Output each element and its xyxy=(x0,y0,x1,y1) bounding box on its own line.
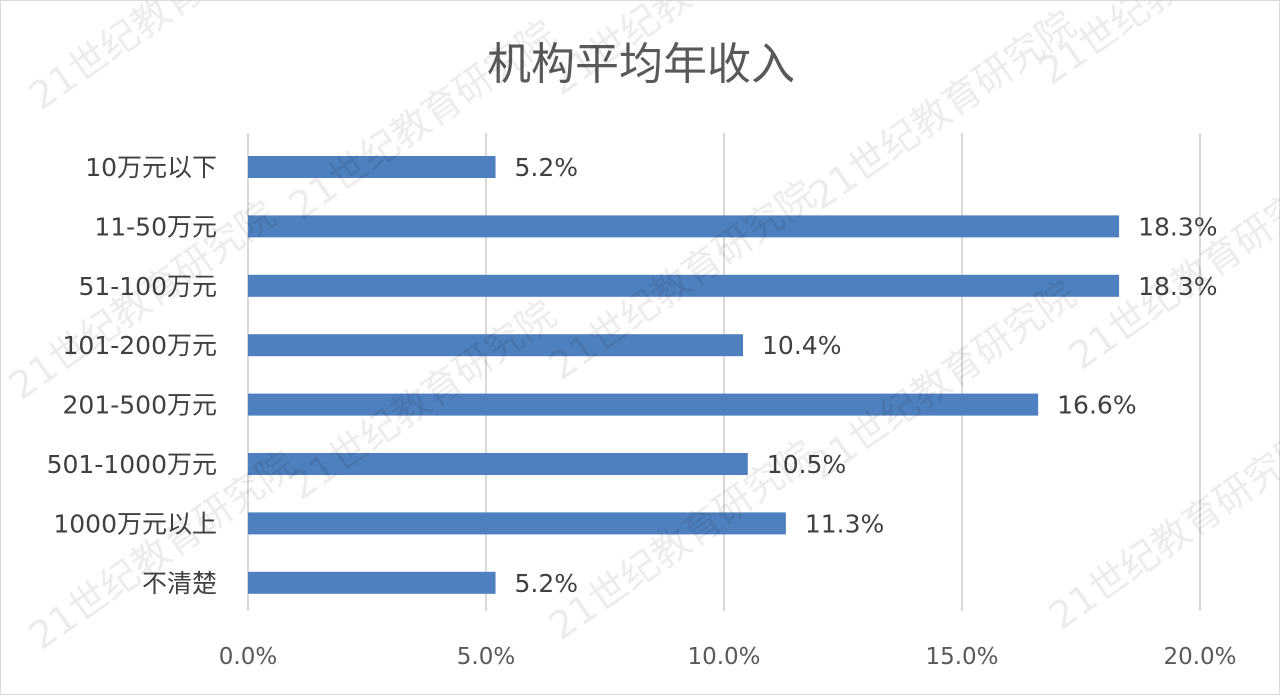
watermark: 21世纪教育研究院 xyxy=(21,1,304,118)
category-label: 1000万元以上 xyxy=(53,509,217,538)
watermark: 21世纪教育研究院 xyxy=(801,2,1084,218)
x-axis-tick-labels: 0.0% 5.0% 10.0% 15.0% 20.0% xyxy=(219,644,1237,670)
gridlines xyxy=(247,133,1201,611)
category-label: 11-50万元 xyxy=(94,212,217,241)
watermark: 21世纪教育研究院 xyxy=(801,272,1084,488)
x-tick-label: 5.0% xyxy=(457,644,515,670)
bar xyxy=(248,156,496,178)
data-labels: 5.2% 18.3% 18.3% 10.4% 16.6% 10.5% 11.3% 5.2% xyxy=(515,153,1218,598)
x-tick-label: 15.0% xyxy=(925,644,998,670)
data-label: 18.3% xyxy=(1138,272,1217,301)
bars xyxy=(248,156,1120,594)
data-label: 11.3% xyxy=(805,509,884,538)
category-label: 10万元以下 xyxy=(85,153,217,182)
watermark: 21世纪教育研究院 xyxy=(1061,162,1280,378)
data-label: 5.2% xyxy=(515,153,579,182)
bar xyxy=(248,215,1120,238)
watermark: 21世纪教育研究院 xyxy=(281,12,564,228)
data-label: 16.6% xyxy=(1057,391,1136,420)
category-label: 51-100万元 xyxy=(78,272,217,301)
watermark: 21世纪教育研究院 xyxy=(1041,422,1280,638)
category-label: 101-200万元 xyxy=(63,331,217,360)
bar xyxy=(248,334,744,357)
bar xyxy=(248,571,496,594)
data-label: 10.5% xyxy=(767,450,846,479)
x-tick-label: 10.0% xyxy=(687,644,760,670)
data-label: 5.2% xyxy=(515,569,579,598)
x-tick-label: 20.0% xyxy=(1163,644,1236,670)
bar xyxy=(248,512,786,535)
category-label: 501-1000万元 xyxy=(47,450,217,479)
bar xyxy=(248,393,1039,416)
category-labels: 10万元以下 11-50万元 51-100万元 101-200万元 201-500万元 5… xyxy=(47,153,217,598)
category-label: 201-500万元 xyxy=(63,391,217,420)
data-label: 18.3% xyxy=(1138,212,1217,241)
bar xyxy=(248,274,1120,297)
chart-title: 机构平均年收入 xyxy=(487,39,795,90)
data-label: 10.4% xyxy=(762,331,841,360)
bar xyxy=(248,453,748,475)
category-label: 不清楚 xyxy=(142,569,217,598)
x-tick-label: 0.0% xyxy=(219,644,277,670)
